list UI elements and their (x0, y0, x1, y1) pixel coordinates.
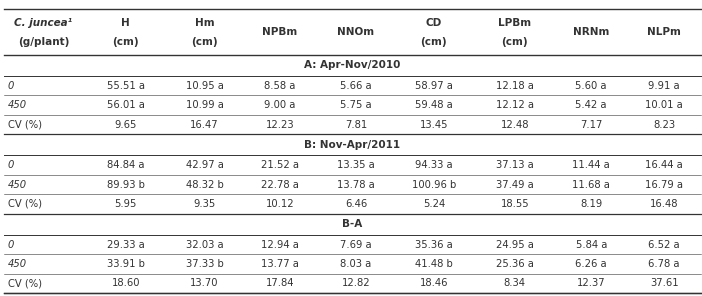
Text: 0: 0 (8, 239, 14, 250)
Text: 24.95 a: 24.95 a (496, 239, 534, 250)
Text: 25.36 a: 25.36 a (496, 259, 534, 269)
Text: 9.91 a: 9.91 a (649, 81, 680, 91)
Text: LPBm: LPBm (498, 18, 531, 28)
Text: 37.49 a: 37.49 a (496, 180, 534, 189)
Text: 12.23: 12.23 (266, 120, 294, 130)
Text: (cm): (cm) (501, 37, 528, 47)
Text: 37.33 b: 37.33 b (185, 259, 223, 269)
Text: 18.46: 18.46 (420, 278, 448, 288)
Text: 8.19: 8.19 (580, 199, 602, 209)
Text: CV (%): CV (%) (8, 120, 41, 130)
Text: 22.78 a: 22.78 a (261, 180, 299, 189)
Text: 89.93 b: 89.93 b (107, 180, 145, 189)
Text: 11.44 a: 11.44 a (572, 160, 610, 170)
Text: 8.03 a: 8.03 a (340, 259, 371, 269)
Text: 35.36 a: 35.36 a (415, 239, 453, 250)
Text: A: Apr-Nov/2010: A: Apr-Nov/2010 (304, 60, 400, 70)
Text: 450: 450 (8, 180, 27, 189)
Text: 7.69 a: 7.69 a (340, 239, 372, 250)
Text: 6.78 a: 6.78 a (649, 259, 680, 269)
Text: NRNm: NRNm (573, 27, 609, 37)
Text: 13.35 a: 13.35 a (337, 160, 375, 170)
Text: 18.55: 18.55 (501, 199, 529, 209)
Text: NLPm: NLPm (647, 27, 681, 37)
Text: 12.48: 12.48 (501, 120, 529, 130)
Text: 41.48 b: 41.48 b (415, 259, 453, 269)
Text: NPBm: NPBm (263, 27, 298, 37)
Text: 9.65: 9.65 (114, 120, 137, 130)
Text: 13.77 a: 13.77 a (261, 259, 299, 269)
Text: 0: 0 (8, 81, 14, 91)
Text: 84.84 a: 84.84 a (107, 160, 145, 170)
Text: 12.18 a: 12.18 a (496, 81, 534, 91)
Text: 5.42 a: 5.42 a (576, 100, 607, 110)
Text: 9.35: 9.35 (193, 199, 216, 209)
Text: 12.12 a: 12.12 a (496, 100, 534, 110)
Text: 16.44 a: 16.44 a (645, 160, 683, 170)
Text: 12.94 a: 12.94 a (261, 239, 299, 250)
Text: 94.33 a: 94.33 a (415, 160, 453, 170)
Text: 33.91 b: 33.91 b (107, 259, 145, 269)
Text: 450: 450 (8, 259, 27, 269)
Text: 100.96 b: 100.96 b (412, 180, 456, 189)
Text: 8.34: 8.34 (504, 278, 526, 288)
Text: (cm): (cm) (191, 37, 218, 47)
Text: 18.60: 18.60 (112, 278, 140, 288)
Text: 12.82: 12.82 (342, 278, 371, 288)
Text: 32.03 a: 32.03 a (185, 239, 223, 250)
Text: 8.23: 8.23 (653, 120, 675, 130)
Text: NNOm: NNOm (338, 27, 375, 37)
Text: 55.51 a: 55.51 a (107, 81, 145, 91)
Text: 450: 450 (8, 100, 27, 110)
Text: 6.52 a: 6.52 a (649, 239, 680, 250)
Text: (cm): (cm) (112, 37, 139, 47)
Text: 10.95 a: 10.95 a (185, 81, 223, 91)
Text: 5.24: 5.24 (423, 199, 445, 209)
Text: 5.95: 5.95 (114, 199, 137, 209)
Text: 7.81: 7.81 (345, 120, 367, 130)
Text: 37.61: 37.61 (650, 278, 678, 288)
Text: 0: 0 (8, 160, 14, 170)
Text: C. juncea¹: C. juncea¹ (15, 18, 72, 28)
Text: 16.47: 16.47 (190, 120, 219, 130)
Text: 42.97 a: 42.97 a (185, 160, 223, 170)
Text: 10.12: 10.12 (266, 199, 294, 209)
Text: 17.84: 17.84 (266, 278, 294, 288)
Text: Hm: Hm (194, 18, 214, 28)
Text: 10.99 a: 10.99 a (185, 100, 223, 110)
Text: 37.13 a: 37.13 a (496, 160, 534, 170)
Text: 12.37: 12.37 (577, 278, 606, 288)
Text: CV (%): CV (%) (8, 278, 41, 288)
Text: 5.84 a: 5.84 a (576, 239, 607, 250)
Text: 13.70: 13.70 (190, 278, 219, 288)
Text: 16.79 a: 16.79 a (645, 180, 683, 189)
Text: 8.58 a: 8.58 a (265, 81, 296, 91)
Text: CD: CD (425, 18, 442, 28)
Text: 13.78 a: 13.78 a (337, 180, 375, 189)
Text: CV (%): CV (%) (8, 199, 41, 209)
Text: B: Nov-Apr/2011: B: Nov-Apr/2011 (304, 140, 400, 150)
Text: 21.52 a: 21.52 a (261, 160, 299, 170)
Text: 7.17: 7.17 (580, 120, 602, 130)
Text: 56.01 a: 56.01 a (107, 100, 145, 110)
Text: 5.66 a: 5.66 a (340, 81, 372, 91)
Text: 59.48 a: 59.48 a (415, 100, 453, 110)
Text: 6.46: 6.46 (345, 199, 367, 209)
Text: 48.32 b: 48.32 b (185, 180, 223, 189)
Text: (g/plant): (g/plant) (18, 37, 69, 47)
Text: 58.97 a: 58.97 a (415, 81, 453, 91)
Text: 11.68 a: 11.68 a (572, 180, 610, 189)
Text: 10.01 a: 10.01 a (645, 100, 683, 110)
Text: 16.48: 16.48 (650, 199, 678, 209)
Text: (cm): (cm) (420, 37, 447, 47)
Text: H: H (121, 18, 130, 28)
Text: B-A: B-A (342, 219, 362, 229)
Text: 5.75 a: 5.75 a (340, 100, 372, 110)
Text: 6.26 a: 6.26 a (576, 259, 607, 269)
Text: 9.00 a: 9.00 a (265, 100, 296, 110)
Text: 5.60 a: 5.60 a (576, 81, 607, 91)
Text: 13.45: 13.45 (420, 120, 448, 130)
Text: 29.33 a: 29.33 a (107, 239, 145, 250)
